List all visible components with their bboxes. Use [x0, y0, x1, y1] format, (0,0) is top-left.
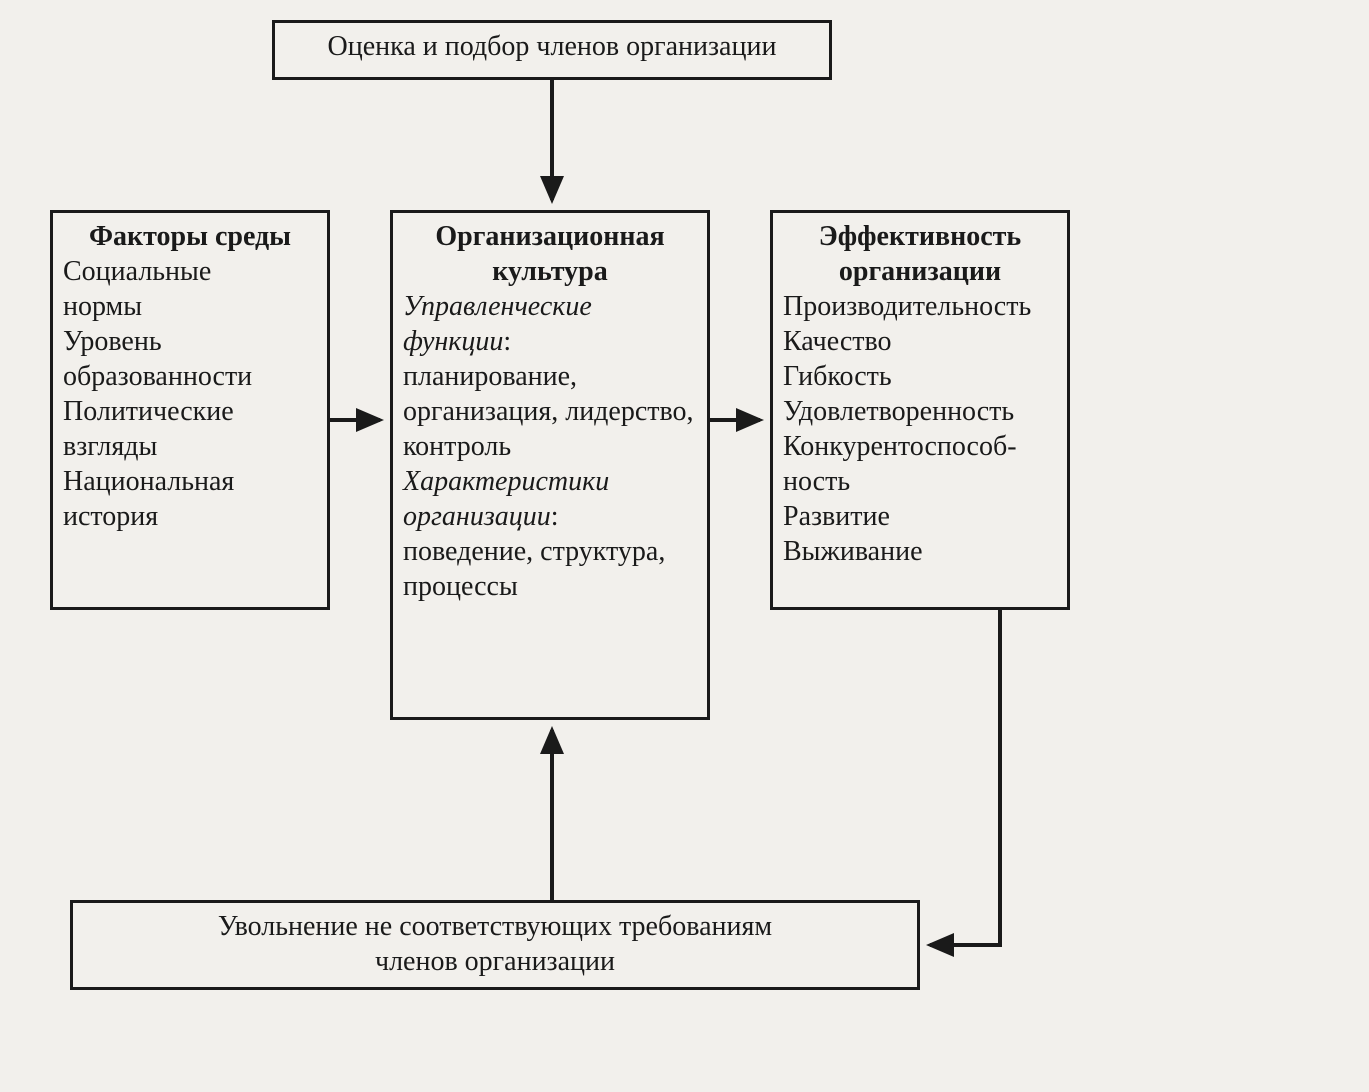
- node-right-line: Выживание: [783, 534, 1057, 569]
- node-left-body: СоциальныенормыУровеньобразованностиПоли…: [63, 254, 317, 534]
- node-right-title: Эффективность организации: [783, 219, 1057, 289]
- node-right-line: Удовлетворенность: [783, 394, 1057, 429]
- node-right-line: Гибкость: [783, 359, 1057, 394]
- node-left-line: Уровень: [63, 324, 317, 359]
- node-left: Факторы среды СоциальныенормыУровеньобра…: [50, 210, 330, 610]
- node-left-line: Социальные: [63, 254, 317, 289]
- node-right: Эффективность организации Производительн…: [770, 210, 1070, 610]
- node-center-sub1-label: Управленческие функции: [403, 291, 592, 357]
- node-left-line: история: [63, 499, 317, 534]
- node-center-list2: поведение, структура, процессы: [403, 534, 697, 604]
- node-top: Оценка и подбор членов организации: [272, 20, 832, 80]
- node-left-line: Политические: [63, 394, 317, 429]
- node-center-sub1: Управленческие функции:: [403, 289, 697, 359]
- node-bottom: Увольнение не соответствующих требования…: [70, 900, 920, 990]
- node-center: Организационная культура Управленческие …: [390, 210, 710, 720]
- node-center-list1: планирование, организация, лидерство, ко…: [403, 359, 697, 464]
- node-right-line: ность: [783, 464, 1057, 499]
- node-center-title: Организационная культура: [403, 219, 697, 289]
- node-center-sub2-colon: :: [551, 501, 559, 532]
- node-right-line: Конкурентоспособ-: [783, 429, 1057, 464]
- node-left-line: образованности: [63, 359, 317, 394]
- node-center-sub2: Характеристики организации:: [403, 464, 697, 534]
- node-bottom-line2: членов организации: [83, 944, 907, 979]
- node-top-label: Оценка и подбор членов организации: [285, 29, 819, 64]
- diagram-canvas: Оценка и подбор членов организации Факто…: [0, 0, 1369, 1092]
- node-right-line: Развитие: [783, 499, 1057, 534]
- node-center-sub1-colon: :: [503, 326, 511, 357]
- node-left-line: Национальная: [63, 464, 317, 499]
- node-right-line: Производительность: [783, 289, 1057, 324]
- node-right-body: ПроизводительностьКачествоГибкостьУдовле…: [783, 289, 1057, 569]
- node-right-line: Качество: [783, 324, 1057, 359]
- node-bottom-line1: Увольнение не соответствующих требования…: [83, 909, 907, 944]
- node-left-line: нормы: [63, 289, 317, 324]
- node-left-title: Факторы среды: [63, 219, 317, 254]
- node-left-line: взгляды: [63, 429, 317, 464]
- edge-right-bottom: [930, 610, 1000, 945]
- node-center-sub2-label: Характеристики организации: [403, 466, 609, 532]
